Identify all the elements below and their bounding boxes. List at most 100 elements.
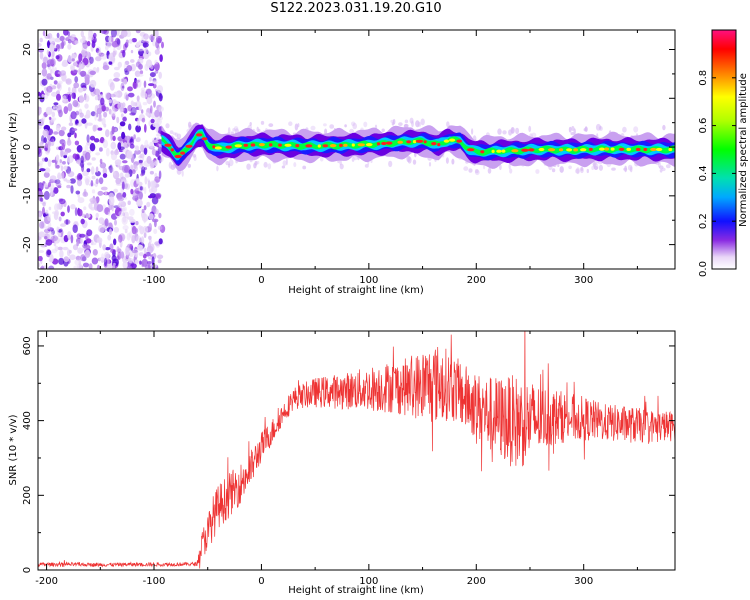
noise-speckle (73, 265, 80, 269)
noise-speckle (129, 218, 136, 223)
noise-speckle (122, 216, 127, 223)
ridge-peak (566, 148, 573, 152)
noise-speckle (38, 91, 41, 97)
noise-speckle (44, 236, 48, 240)
ridge-peak (604, 147, 610, 151)
noise-speckle (74, 220, 79, 225)
ridge-halo-speckle (445, 157, 449, 164)
noise-speckle (47, 227, 54, 232)
noise-speckle (124, 70, 130, 75)
noise-speckle (87, 35, 94, 41)
ridge-band (161, 129, 675, 161)
noise-speckle (145, 59, 153, 68)
noise-speckle (65, 78, 72, 85)
noise-speckle (141, 109, 144, 114)
noise-speckle (53, 131, 59, 135)
ridge-peak (496, 149, 502, 153)
noise-speckle (143, 205, 147, 211)
ridge-peak (580, 148, 587, 152)
noise-speckle (146, 155, 152, 164)
ridge-halo-speckle (468, 168, 473, 173)
snr-y-axis-label: SNR (10 * v/v) (8, 414, 19, 485)
colorbar-tick-label: 0.6 (698, 118, 709, 134)
noise-speckle (55, 182, 62, 187)
noise-speckle (76, 241, 79, 247)
x-tick-label: -100 (143, 576, 166, 587)
noise-speckle (85, 151, 91, 161)
noise-speckle (122, 225, 129, 231)
ridge-peak (431, 142, 437, 146)
noise-speckle (105, 147, 110, 157)
noise-speckle (138, 191, 143, 200)
ridge-peak (643, 147, 648, 152)
ridge-peak (174, 154, 182, 159)
noise-speckle (51, 91, 58, 97)
ridge-halo-speckle (181, 170, 184, 177)
noise-speckle (54, 37, 62, 43)
noise-speckle (43, 183, 49, 188)
ridge-halo-speckle (282, 160, 287, 167)
noise-speckle (42, 56, 48, 64)
noise-speckle (39, 168, 46, 172)
noise-speckle (124, 60, 130, 66)
ridge-halo-speckle (168, 161, 173, 169)
noise-speckle (78, 62, 82, 71)
ridge-halo-speckle (528, 125, 532, 132)
noise-speckle (100, 186, 108, 191)
noise-speckle (144, 186, 147, 195)
noise-speckle (104, 218, 109, 227)
noise-speckle (90, 166, 95, 175)
noise-speckle (75, 190, 81, 195)
ridge-peak (491, 149, 495, 153)
ridge-halo-speckle (323, 123, 327, 127)
noise-speckle (140, 87, 146, 94)
noise-speckle (138, 104, 142, 111)
noise-speckle (95, 56, 102, 62)
noise-speckle (46, 73, 52, 80)
noise-speckle (120, 82, 125, 92)
noise-speckle (130, 100, 134, 107)
noise-speckle (67, 155, 74, 164)
noise-speckle (102, 244, 107, 251)
noise-speckle (122, 192, 127, 198)
noise-speckle (108, 36, 112, 42)
noise-speckle (89, 143, 96, 152)
colorbar-tick-label: 0.0 (698, 261, 709, 277)
noise-speckle (46, 249, 52, 256)
noise-speckle (84, 175, 91, 183)
noise-speckle (101, 253, 105, 261)
noise-speckle (48, 206, 52, 211)
noise-speckle (142, 42, 149, 48)
noise-speckle (104, 92, 111, 100)
noise-speckle (72, 244, 79, 251)
ridge-peak (317, 144, 321, 148)
noise-speckle (96, 69, 99, 73)
noise-speckle (74, 207, 78, 217)
ridge-halo-speckle (595, 123, 601, 131)
noise-speckle (119, 146, 125, 150)
ridge-peak (467, 148, 475, 152)
noise-speckle (142, 101, 148, 106)
noise-speckle (45, 106, 53, 116)
noise-speckle (55, 55, 60, 60)
noise-speckle (56, 83, 61, 89)
noise-speckle (41, 78, 48, 86)
noise-speckle (40, 118, 45, 126)
noise-speckle (153, 64, 159, 69)
noise-speckle (138, 63, 143, 70)
ridge-halo-speckle (509, 168, 513, 174)
noise-speckle (56, 93, 61, 101)
noise-speckle (54, 179, 61, 185)
noise-speckle (139, 186, 143, 191)
noise-speckle (135, 42, 140, 48)
ridge-halo-speckle (483, 164, 486, 170)
noise-speckle (98, 177, 104, 185)
noise-speckle (61, 171, 65, 180)
noise-speckle (105, 129, 110, 138)
noise-speckle (134, 149, 142, 155)
ridge-halo-speckle (451, 158, 455, 165)
colorbar-tick-label: 0.2 (698, 213, 709, 229)
noise-speckle (56, 32, 60, 38)
ridge-halo-speckle (406, 155, 411, 163)
